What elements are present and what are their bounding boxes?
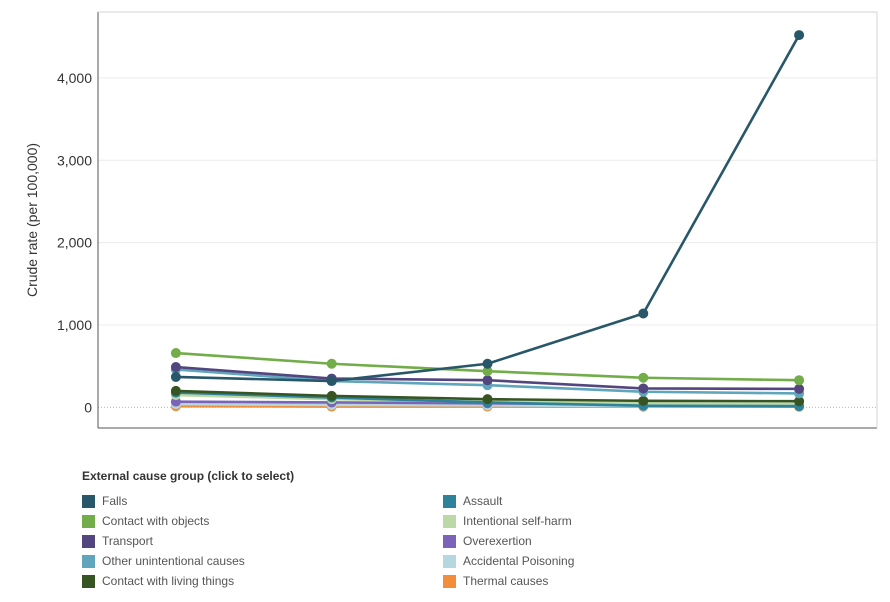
legend-label: Transport	[102, 534, 153, 548]
x-tick-label: 25-44	[314, 438, 350, 440]
x-tick-label: 75+	[787, 438, 811, 440]
data-point-transport	[482, 375, 493, 386]
legend-label: Accidental Poisoning	[463, 554, 575, 568]
data-point-falls	[326, 376, 337, 387]
data-point-transport	[170, 362, 181, 373]
y-tick-label: 2,000	[57, 235, 92, 251]
legend-swatch	[443, 554, 456, 568]
legend-label: Contact with objects	[102, 514, 210, 528]
legend-swatch	[82, 514, 95, 528]
data-point-falls	[638, 308, 649, 319]
legend-item-accidental-poisoning[interactable]: Accidental Poisoning	[443, 552, 574, 570]
legend-swatch	[443, 514, 456, 528]
legend-label: Intentional self-harm	[463, 514, 572, 528]
data-point-transport	[794, 383, 805, 394]
series-contact-with-objects	[170, 348, 805, 386]
legend-swatch	[82, 574, 95, 588]
data-point-contact-with-living-things	[794, 396, 805, 407]
legend-label: Thermal causes	[463, 574, 549, 588]
data-point-contact-with-living-things	[482, 394, 493, 405]
data-point-contact-with-objects	[326, 358, 337, 369]
data-point-contact-with-objects	[638, 372, 649, 383]
legend-swatch	[82, 554, 95, 568]
x-tick-label: 45-64	[470, 438, 506, 440]
data-point-contact-with-living-things	[638, 395, 649, 406]
data-point-falls	[170, 371, 181, 382]
data-point-contact-with-objects	[482, 366, 493, 377]
series-falls	[170, 30, 805, 387]
legend-title: External cause group (click to select)	[82, 469, 295, 483]
legend-swatch	[443, 534, 456, 548]
legend-item-falls[interactable]: Falls	[82, 492, 127, 510]
legend-item-overexertion[interactable]: Overexertion	[443, 532, 532, 550]
x-tick-label: 19-24	[158, 438, 194, 440]
legend-item-contact-with-objects[interactable]: Contact with objects	[82, 512, 209, 530]
legend-item-assault[interactable]: Assault	[443, 492, 502, 510]
data-point-contact-with-objects	[170, 348, 181, 359]
legend-swatch	[443, 494, 456, 508]
legend-label: Overexertion	[463, 534, 532, 548]
data-point-falls	[482, 358, 493, 369]
data-point-contact-with-objects	[794, 375, 805, 386]
data-point-contact-with-living-things	[326, 390, 337, 401]
series-line-falls	[175, 34, 801, 383]
data-point-falls	[794, 30, 805, 41]
data-point-contact-with-living-things	[170, 385, 181, 396]
legend-swatch	[82, 494, 95, 508]
y-tick-label: 3,000	[57, 152, 92, 168]
legend-item-thermal-causes[interactable]: Thermal causes	[443, 572, 548, 590]
y-tick-label: 4,000	[57, 70, 92, 86]
legend: External cause group (click to select) F…	[82, 468, 642, 602]
legend-label: Falls	[102, 494, 128, 508]
legend-label: Other unintentional causes	[102, 554, 245, 568]
legend-item-intentional-self-harm[interactable]: Intentional self-harm	[443, 512, 572, 530]
chart-svg: 0 1,000 2,000 3,000 4,000 19-24 25-44 45-64 65-7…	[24, 11, 878, 440]
y-tick-label: 0	[84, 399, 92, 415]
series-contact-with-living-things	[170, 385, 805, 407]
legend-items: Falls Assault Contact with objects Intentio…	[82, 492, 642, 602]
legend-item-contact-with-living-things[interactable]: Contact with living things	[82, 572, 234, 590]
x-tick-label: 65-74	[625, 438, 661, 440]
legend-item-other-unintentional-causes[interactable]: Other unintentional causes	[82, 552, 245, 570]
y-tick-label: 1,000	[57, 317, 92, 333]
legend-swatch	[82, 534, 95, 548]
legend-label: Assault	[463, 494, 503, 508]
legend-item-transport[interactable]: Transport	[82, 532, 153, 550]
line-chart: 0 1,000 2,000 3,000 4,000 19-24 25-44 45-64 65-7…	[24, 11, 878, 440]
y-axis-title: Crude rate (per 100,000)	[24, 143, 40, 297]
data-point-transport	[638, 383, 649, 394]
legend-swatch	[443, 574, 456, 588]
legend-label: Contact with living things	[102, 574, 235, 588]
